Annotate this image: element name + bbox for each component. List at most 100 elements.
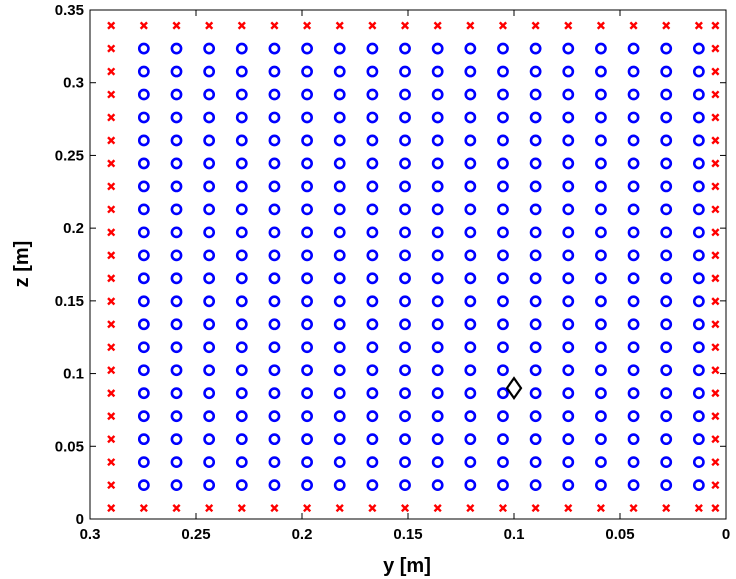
- data-point-circle: [627, 249, 640, 262]
- data-point-circle: [497, 65, 509, 78]
- data-point-circle: [399, 272, 411, 285]
- data-point-circle: [203, 479, 216, 492]
- data-point-circle: [529, 42, 542, 55]
- data-point-circle: [170, 272, 183, 285]
- data-point-cross: [270, 21, 279, 30]
- data-point-circle: [268, 157, 281, 170]
- data-point-circle: [333, 65, 346, 78]
- data-point-circle: [203, 249, 216, 262]
- data-point-circle: [137, 111, 150, 124]
- data-point-cross: [629, 21, 638, 30]
- data-point-cross: [107, 159, 116, 168]
- data-point-circle: [203, 295, 216, 308]
- data-point-circle: [137, 157, 150, 170]
- data-point-circle: [203, 180, 216, 193]
- data-point-circle: [366, 272, 379, 285]
- data-point-circle: [366, 111, 379, 124]
- data-point-circle: [660, 157, 673, 170]
- data-point-circle: [399, 203, 411, 216]
- data-point-circle: [562, 295, 575, 308]
- y-axis-label: z [m]: [11, 241, 33, 288]
- data-point-circle: [595, 433, 607, 446]
- data-point-circle: [170, 65, 183, 78]
- y-tick-label: 0.05: [55, 438, 84, 455]
- data-point-circle: [692, 341, 705, 354]
- data-point-circle: [399, 65, 411, 78]
- y-tick-label: 0.15: [55, 293, 84, 310]
- data-point-circle: [333, 456, 346, 469]
- data-point-circle: [203, 387, 216, 400]
- data-point-circle: [333, 318, 346, 331]
- data-point-circle: [431, 364, 444, 377]
- data-point-circle: [268, 341, 281, 354]
- data-point-circle: [137, 180, 150, 193]
- data-point-cross: [107, 251, 116, 260]
- data-point-circle: [562, 341, 575, 354]
- data-point-circle: [464, 272, 477, 285]
- data-point-circle: [203, 364, 216, 377]
- data-point-cross: [694, 504, 703, 513]
- data-point-circle: [399, 226, 411, 239]
- data-point-cross: [107, 343, 116, 352]
- data-point-circle: [627, 341, 640, 354]
- data-point-cross: [711, 136, 720, 145]
- data-point-diamond: [505, 376, 523, 401]
- data-point-cross: [694, 21, 703, 30]
- data-point-circle: [301, 134, 313, 147]
- data-point-cross: [107, 435, 116, 444]
- data-point-circle: [595, 65, 607, 78]
- data-point-cross: [711, 412, 720, 421]
- data-point-cross: [629, 504, 638, 513]
- data-point-cross: [466, 504, 475, 513]
- data-point-circle: [333, 157, 346, 170]
- data-point-circle: [595, 318, 607, 331]
- data-point-circle: [170, 180, 183, 193]
- data-point-circle: [692, 42, 705, 55]
- data-point-circle: [333, 364, 346, 377]
- data-point-circle: [464, 42, 477, 55]
- data-point-circle: [497, 134, 509, 147]
- data-point-circle: [562, 364, 575, 377]
- data-point-circle: [562, 479, 575, 492]
- data-point-circle: [235, 180, 248, 193]
- ticks-layer: 0.3 0.25 0.2 0.15 0.1 0.05 0 0 0.05 0.1 0.15 0.2 0.2…: [55, 2, 730, 543]
- data-point-circle: [692, 410, 705, 423]
- data-point-cross: [107, 458, 116, 467]
- data-point-circle: [464, 134, 477, 147]
- data-point-cross: [711, 182, 720, 191]
- data-point-cross: [107, 113, 116, 122]
- data-point-circle: [268, 433, 281, 446]
- data-point-circle: [431, 111, 444, 124]
- data-point-circle: [660, 226, 673, 239]
- data-point-circle: [692, 433, 705, 446]
- data-point-circle: [431, 203, 444, 216]
- data-point-circle: [497, 226, 509, 239]
- data-point-cross: [107, 228, 116, 237]
- data-point-circle: [692, 134, 705, 147]
- x-tick-label: 0.25: [181, 526, 210, 543]
- data-point-cross: [368, 504, 377, 513]
- data-point-cross: [711, 320, 720, 329]
- data-point-circle: [660, 65, 673, 78]
- data-point-circle: [692, 387, 705, 400]
- data-point-circle: [562, 111, 575, 124]
- data-point-cross: [400, 21, 410, 30]
- data-point-circle: [399, 295, 411, 308]
- data-point-cross: [564, 504, 573, 513]
- data-point-cross: [711, 205, 720, 214]
- y-tick-label: 0.35: [55, 2, 84, 19]
- data-point-circle: [497, 387, 509, 400]
- data-point-circle: [301, 42, 313, 55]
- data-point-circle: [431, 226, 444, 239]
- data-point-cross: [711, 21, 720, 30]
- data-point-circle: [203, 134, 216, 147]
- data-point-circle: [595, 295, 607, 308]
- data-point-circle: [170, 157, 183, 170]
- data-point-circle: [301, 226, 313, 239]
- data-point-circle: [529, 318, 542, 331]
- data-point-circle: [235, 364, 248, 377]
- data-point-circle: [595, 410, 607, 423]
- data-point-circle: [627, 157, 640, 170]
- data-point-cross: [711, 481, 720, 490]
